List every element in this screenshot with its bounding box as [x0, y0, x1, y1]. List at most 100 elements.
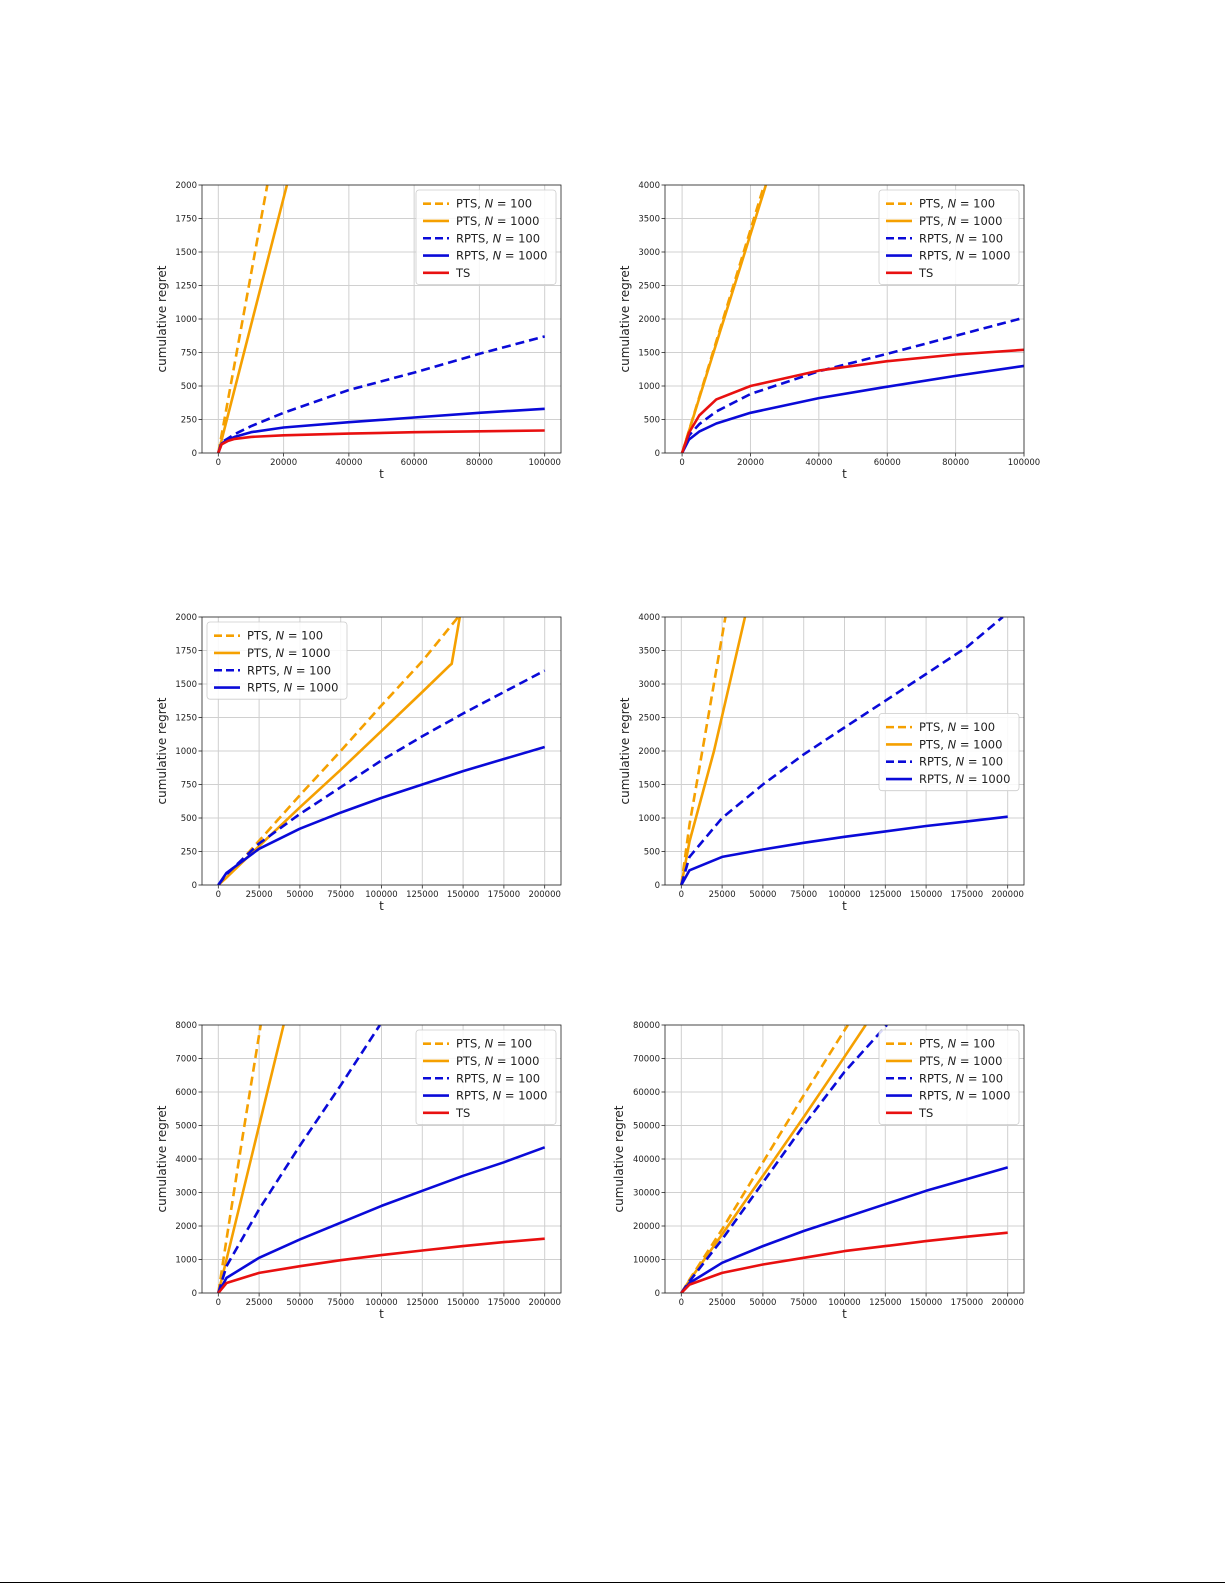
- legend-entry-label: PTS, N = 1000: [919, 214, 1002, 228]
- y-tick-label: 3000: [638, 248, 660, 258]
- legend-entry-label: RPTS, N = 1000: [919, 772, 1010, 786]
- x-tick-label: 200000: [528, 1298, 560, 1308]
- x-tick-label: 150000: [447, 890, 479, 900]
- series-group: [680, 185, 1024, 453]
- x-tick-label: 175000: [488, 890, 520, 900]
- chart-4: 0 25000 50000 75000 100000 125000 150000 175000…: [618, 613, 1025, 913]
- series-line-pts-n-100: [217, 185, 269, 453]
- y-tick-label: 4000: [638, 181, 660, 191]
- plot-frame: [664, 616, 1025, 886]
- x-tick-label: 40000: [805, 458, 832, 468]
- y-tick-label: 8000: [175, 1021, 197, 1031]
- x-axis-label: t: [379, 467, 384, 481]
- x-tick-label: 125000: [869, 1298, 901, 1308]
- legend-entry-label: RPTS, N = 1000: [919, 1089, 1010, 1103]
- y-tick-label: 1000: [638, 814, 660, 824]
- series-line-rpts-n-100: [217, 1025, 381, 1293]
- series-line-rpts-n-100: [680, 617, 1004, 885]
- y-tick-label: 2000: [638, 315, 660, 325]
- x-axis-label: t: [379, 899, 384, 913]
- y-tick-label: 7000: [175, 1055, 197, 1065]
- plot-frame: [664, 184, 1025, 454]
- y-tick-label: 750: [181, 349, 197, 359]
- x-tick-label: 25000: [709, 890, 736, 900]
- y-tick-label: 20000: [633, 1222, 660, 1232]
- chart-6: 0 25000 50000 75000 100000 125000 150000 175000…: [612, 1021, 1025, 1321]
- y-tick-label: 1250: [175, 282, 197, 292]
- legend-entry-label: TS: [455, 266, 470, 280]
- x-tick-label: 100000: [828, 890, 860, 900]
- x-axis-label: t: [379, 1307, 384, 1321]
- x-tick-label: 80000: [466, 458, 493, 468]
- legend-entry-label: TS: [455, 1106, 470, 1120]
- y-tick-label: 250: [181, 848, 197, 858]
- series-line-rpts-n-1000: [680, 1166, 1009, 1293]
- y-tick-label: 3500: [638, 215, 660, 225]
- x-tick-label: 20000: [737, 458, 764, 468]
- x-tick-label: 0: [679, 1298, 684, 1308]
- series-line-pts-n-1000: [680, 185, 768, 453]
- y-tick-label: 1000: [175, 315, 197, 325]
- y-tick-label: 1750: [175, 647, 197, 657]
- y-axis-label: cumulative regret: [612, 1105, 626, 1212]
- legend-entry-label: PTS, N = 1000: [919, 737, 1002, 751]
- x-tick-label: 150000: [910, 890, 942, 900]
- y-axis-label: cumulative regret: [155, 1105, 169, 1212]
- legend-box: [415, 1029, 557, 1125]
- x-tick-label: 175000: [951, 1298, 983, 1308]
- x-tick-label: 25000: [246, 1298, 273, 1308]
- series-line-rpts-n-1000: [217, 1146, 546, 1293]
- chart-2: 0 20000 40000 60000 80000 100000 0 500 1000 1500 2…: [618, 181, 1040, 481]
- x-tick-label: 80000: [942, 458, 969, 468]
- x-tick-label: 25000: [709, 1298, 736, 1308]
- legend-entry-label: RPTS, N = 100: [919, 1071, 1003, 1085]
- y-tick-label: 500: [644, 416, 660, 426]
- y-tick-label: 0: [192, 449, 197, 459]
- series-line-pts-n-100: [217, 1025, 262, 1293]
- legend-entry-label: PTS, N = 1000: [456, 1054, 539, 1068]
- y-tick-label: 2000: [175, 613, 197, 623]
- y-tick-label: 0: [192, 881, 197, 891]
- x-tick-label: 25000: [246, 890, 273, 900]
- x-axis-label: t: [842, 899, 847, 913]
- legend-box: [206, 621, 348, 700]
- legend-entry-label: PTS, N = 100: [456, 1037, 532, 1051]
- y-tick-label: 4000: [638, 613, 660, 623]
- plot-frame: [664, 1024, 1025, 1294]
- x-tick-label: 20000: [270, 458, 297, 468]
- legend-entry-label: PTS, N = 100: [919, 720, 995, 734]
- y-tick-label: 500: [181, 382, 197, 392]
- y-tick-label: 70000: [633, 1055, 660, 1065]
- y-tick-label: 0: [655, 881, 660, 891]
- chart-1: 0 20000 40000 60000 80000 100000 0 250 500 750 100…: [155, 181, 562, 481]
- legend-entry-label: RPTS, N = 100: [919, 231, 1003, 245]
- series-line-ts: [217, 429, 545, 453]
- y-tick-label: 2500: [638, 714, 660, 724]
- y-axis-label: cumulative regret: [155, 697, 169, 804]
- legend-box: [415, 189, 557, 285]
- y-tick-label: 2000: [638, 747, 660, 757]
- y-tick-label: 50000: [633, 1122, 660, 1132]
- legend-entry-label: RPTS, N = 1000: [247, 681, 338, 695]
- legend-box: [878, 713, 1020, 792]
- x-tick-label: 0: [679, 890, 684, 900]
- plot-frame: [201, 184, 562, 454]
- legend-entry-label: PTS, N = 1000: [456, 214, 539, 228]
- y-axis-label: cumulative regret: [618, 697, 632, 804]
- legend-entry-label: TS: [918, 266, 933, 280]
- legend-entry-label: RPTS, N = 100: [247, 663, 331, 677]
- x-tick-label: 75000: [327, 1298, 354, 1308]
- series-line-pts-n-1000: [680, 617, 747, 885]
- x-tick-label: 100000: [1008, 458, 1040, 468]
- y-tick-label: 500: [181, 814, 197, 824]
- legend-entry-label: PTS, N = 1000: [247, 646, 330, 660]
- y-tick-label: 10000: [633, 1256, 660, 1266]
- x-tick-label: 100000: [365, 1298, 397, 1308]
- legend: PTS, N = 100 PTS, N = 1000 RPTS, N = 100 RP…: [206, 621, 348, 700]
- series-line-rpts-n-100: [217, 669, 546, 885]
- x-tick-label: 100000: [528, 458, 560, 468]
- series-line-rpts-n-1000: [217, 745, 546, 885]
- y-tick-label: 1500: [175, 248, 197, 258]
- x-tick-label: 50000: [749, 1298, 776, 1308]
- legend: PTS, N = 100 PTS, N = 1000 RPTS, N = 100 RP…: [878, 189, 1020, 285]
